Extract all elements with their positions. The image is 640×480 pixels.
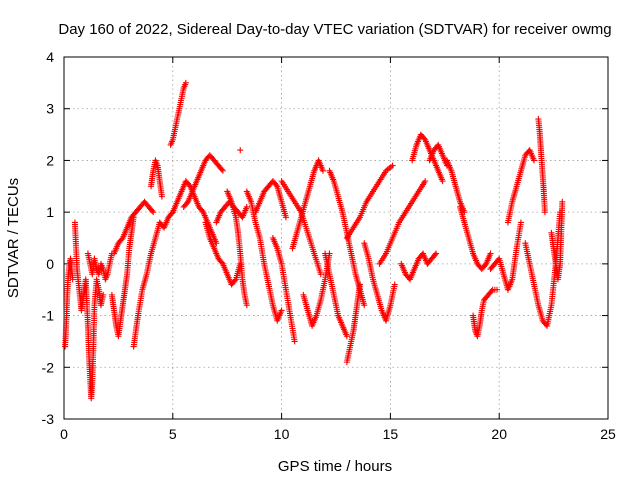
data-point [317, 271, 324, 278]
series-track-c [84, 250, 115, 283]
grid [64, 57, 608, 419]
data-point [343, 333, 350, 340]
series-track-b [71, 219, 107, 402]
data-point [439, 178, 446, 185]
data-point [278, 307, 285, 314]
x-tick-label: 5 [169, 426, 177, 442]
data-point [356, 281, 363, 288]
data-point [488, 288, 495, 295]
data-points [62, 79, 566, 402]
y-tick-label: 2 [46, 152, 54, 168]
series-track-ag [487, 219, 524, 293]
series-track-m [213, 198, 250, 226]
data-point [168, 210, 175, 217]
series-track-f [130, 209, 176, 350]
series-track-ac [426, 141, 450, 169]
series-track-ah [504, 147, 538, 226]
series-track-j [180, 152, 226, 210]
data-point [243, 302, 250, 309]
series-track-g [148, 157, 165, 200]
data-point [158, 193, 165, 200]
series-track-ak [548, 198, 566, 283]
data-point [389, 162, 396, 169]
series-track-n [237, 147, 244, 154]
data-point [433, 250, 440, 257]
data-point [100, 291, 107, 298]
data-point [186, 181, 193, 188]
data-point [517, 219, 524, 226]
x-tick-label: 0 [60, 426, 68, 442]
series-track-af [470, 286, 501, 340]
series-track-h [167, 79, 189, 148]
series-track-ab [409, 131, 446, 185]
data-point [118, 236, 125, 243]
data-point [531, 157, 538, 164]
series-track-a [62, 255, 76, 350]
data-point [432, 251, 439, 258]
series-track-u [322, 250, 350, 340]
series-track-l [224, 188, 250, 309]
data-point [243, 203, 250, 210]
y-tick-label: -1 [42, 308, 55, 324]
data-point [487, 250, 494, 257]
y-tick-label: 4 [46, 49, 54, 65]
data-point [183, 200, 190, 207]
data-point [494, 286, 501, 293]
data-point [422, 178, 429, 185]
data-point [237, 147, 244, 154]
y-tick-label: 1 [46, 204, 54, 220]
data-point [182, 79, 189, 86]
x-axis-title: GPS time / hours [278, 458, 392, 475]
axis-ticks: 0 5 10 15 20 25 -3 -2 -1 0 1 2 3 4 [42, 49, 616, 442]
series-track-x [343, 162, 396, 241]
data-point [282, 214, 289, 221]
series-track-ae [457, 203, 494, 273]
chart-title: Day 160 of 2022, Sidereal Day-to-day VTE… [58, 21, 611, 38]
data-point [149, 207, 156, 214]
data-point [231, 277, 238, 284]
y-axis-title: SDTVAR / TECUs [5, 178, 22, 298]
series-track-e [111, 198, 157, 257]
series-track-p [252, 178, 289, 221]
series-track-aj [535, 116, 548, 216]
series-track-w [343, 281, 363, 366]
data-point [69, 276, 76, 283]
series-track-d [108, 214, 137, 340]
data-point [391, 281, 398, 288]
series-track-q [269, 235, 298, 345]
data-point [219, 167, 226, 174]
plot-frame [63, 56, 609, 420]
x-tick-label: 15 [383, 426, 399, 442]
x-tick-label: 25 [600, 426, 616, 442]
series-track-r [278, 178, 324, 278]
series-track-aa [398, 250, 440, 283]
y-tick-label: 3 [46, 101, 54, 117]
series-track-k [202, 219, 244, 288]
data-point [218, 166, 225, 173]
data-point [291, 338, 298, 345]
x-tick-label: 20 [491, 426, 507, 442]
series-track-s [289, 157, 326, 252]
data-point [199, 207, 206, 214]
data-point [361, 302, 368, 309]
series-track-y [361, 240, 398, 324]
series-track-i [169, 178, 220, 247]
data-point [273, 181, 280, 188]
y-tick-label: 0 [46, 256, 54, 272]
data-point [150, 209, 157, 216]
data-point [482, 262, 489, 269]
series-track-v [326, 167, 368, 309]
series-track-ad [443, 157, 468, 216]
data-point [559, 198, 566, 205]
data-point [319, 167, 326, 174]
data-point [541, 209, 548, 216]
series-track-z [376, 178, 429, 267]
data-point [218, 259, 225, 266]
x-tick-label: 10 [274, 426, 290, 442]
y-tick-label: -3 [42, 411, 55, 427]
y-tick-label: -2 [42, 359, 55, 375]
data-point [421, 135, 428, 142]
